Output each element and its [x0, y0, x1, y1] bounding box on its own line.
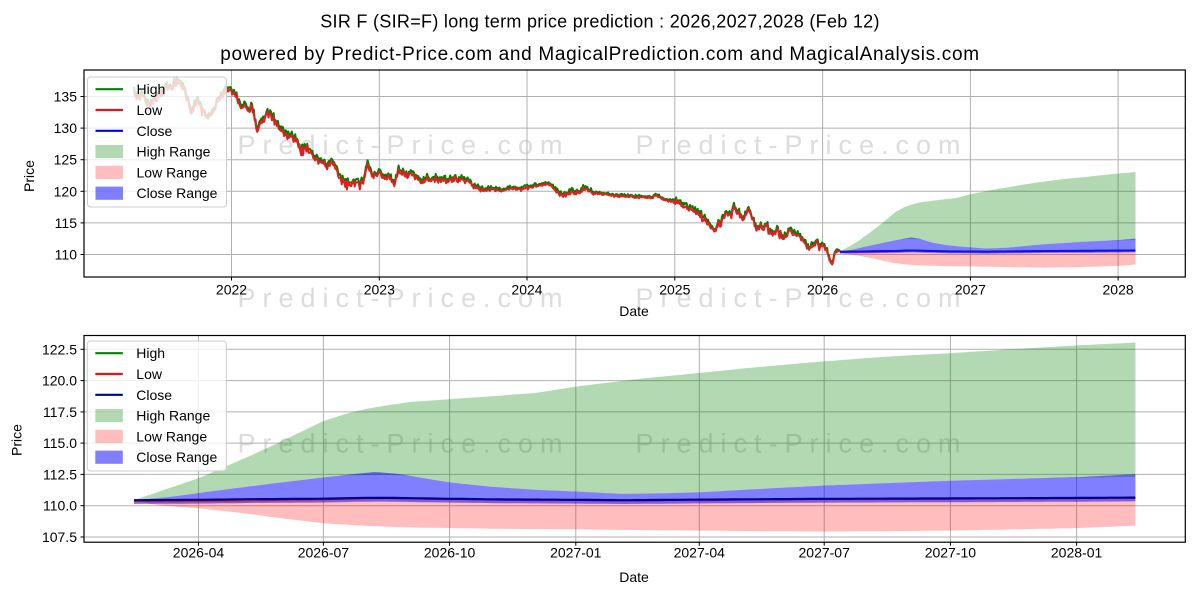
- svg-text:2026: 2026: [807, 282, 838, 298]
- svg-text:High: High: [137, 81, 166, 97]
- svg-text:120: 120: [54, 183, 78, 199]
- svg-text:Low Range: Low Range: [136, 428, 207, 444]
- svg-text:Close Range: Close Range: [136, 449, 217, 465]
- svg-text:Price: Price: [9, 424, 25, 456]
- svg-text:Low Range: Low Range: [137, 164, 208, 180]
- svg-text:Predict-Price.com: Predict-Price.com: [635, 130, 967, 160]
- svg-text:Date: Date: [619, 303, 649, 319]
- svg-text:2027: 2027: [955, 282, 986, 298]
- svg-text:SIR F (SIR=F) long term price: SIR F (SIR=F) long term price prediction…: [320, 12, 880, 32]
- svg-text:2028: 2028: [1103, 282, 1134, 298]
- svg-text:135: 135: [54, 89, 78, 105]
- svg-text:122.5: 122.5: [42, 341, 77, 357]
- svg-text:Date: Date: [619, 569, 649, 585]
- svg-text:112.5: 112.5: [43, 466, 77, 482]
- svg-text:Close Range: Close Range: [137, 185, 218, 201]
- svg-text:2027-04: 2027-04: [674, 545, 726, 561]
- svg-text:Predict-Price.com: Predict-Price.com: [237, 283, 569, 313]
- svg-text:2023: 2023: [364, 282, 395, 298]
- svg-text:2026-10: 2026-10: [424, 545, 476, 561]
- svg-text:2026-07: 2026-07: [298, 545, 350, 561]
- svg-text:Close: Close: [137, 123, 173, 139]
- svg-text:2025: 2025: [659, 282, 690, 298]
- svg-text:117.5: 117.5: [43, 404, 77, 420]
- svg-text:2024: 2024: [511, 282, 542, 298]
- svg-text:2022: 2022: [216, 282, 247, 298]
- svg-text:130: 130: [54, 120, 78, 136]
- svg-text:110.0: 110.0: [43, 498, 77, 514]
- svg-text:2027-01: 2027-01: [550, 545, 602, 561]
- svg-text:110: 110: [55, 247, 78, 263]
- svg-text:Low: Low: [136, 366, 163, 382]
- svg-text:107.5: 107.5: [42, 529, 77, 545]
- svg-text:2026-04: 2026-04: [173, 545, 225, 561]
- svg-text:2028-01: 2028-01: [1051, 545, 1103, 561]
- svg-text:Price: Price: [21, 160, 37, 192]
- svg-text:High Range: High Range: [136, 408, 210, 424]
- svg-text:115.0: 115.0: [43, 435, 77, 451]
- svg-text:115: 115: [55, 215, 78, 231]
- svg-text:120.0: 120.0: [42, 373, 77, 389]
- svg-text:2027-07: 2027-07: [799, 545, 851, 561]
- svg-text:High Range: High Range: [137, 144, 211, 160]
- svg-text:Predict-Price.com: Predict-Price.com: [635, 283, 967, 313]
- svg-text:2027-10: 2027-10: [925, 545, 977, 561]
- svg-text:High: High: [136, 345, 165, 361]
- svg-text:powered by Predict-Price.com a: powered by Predict-Price.com and Magical…: [220, 44, 980, 65]
- svg-text:125: 125: [54, 152, 78, 168]
- svg-text:Close: Close: [136, 387, 172, 403]
- svg-text:Low: Low: [137, 102, 164, 118]
